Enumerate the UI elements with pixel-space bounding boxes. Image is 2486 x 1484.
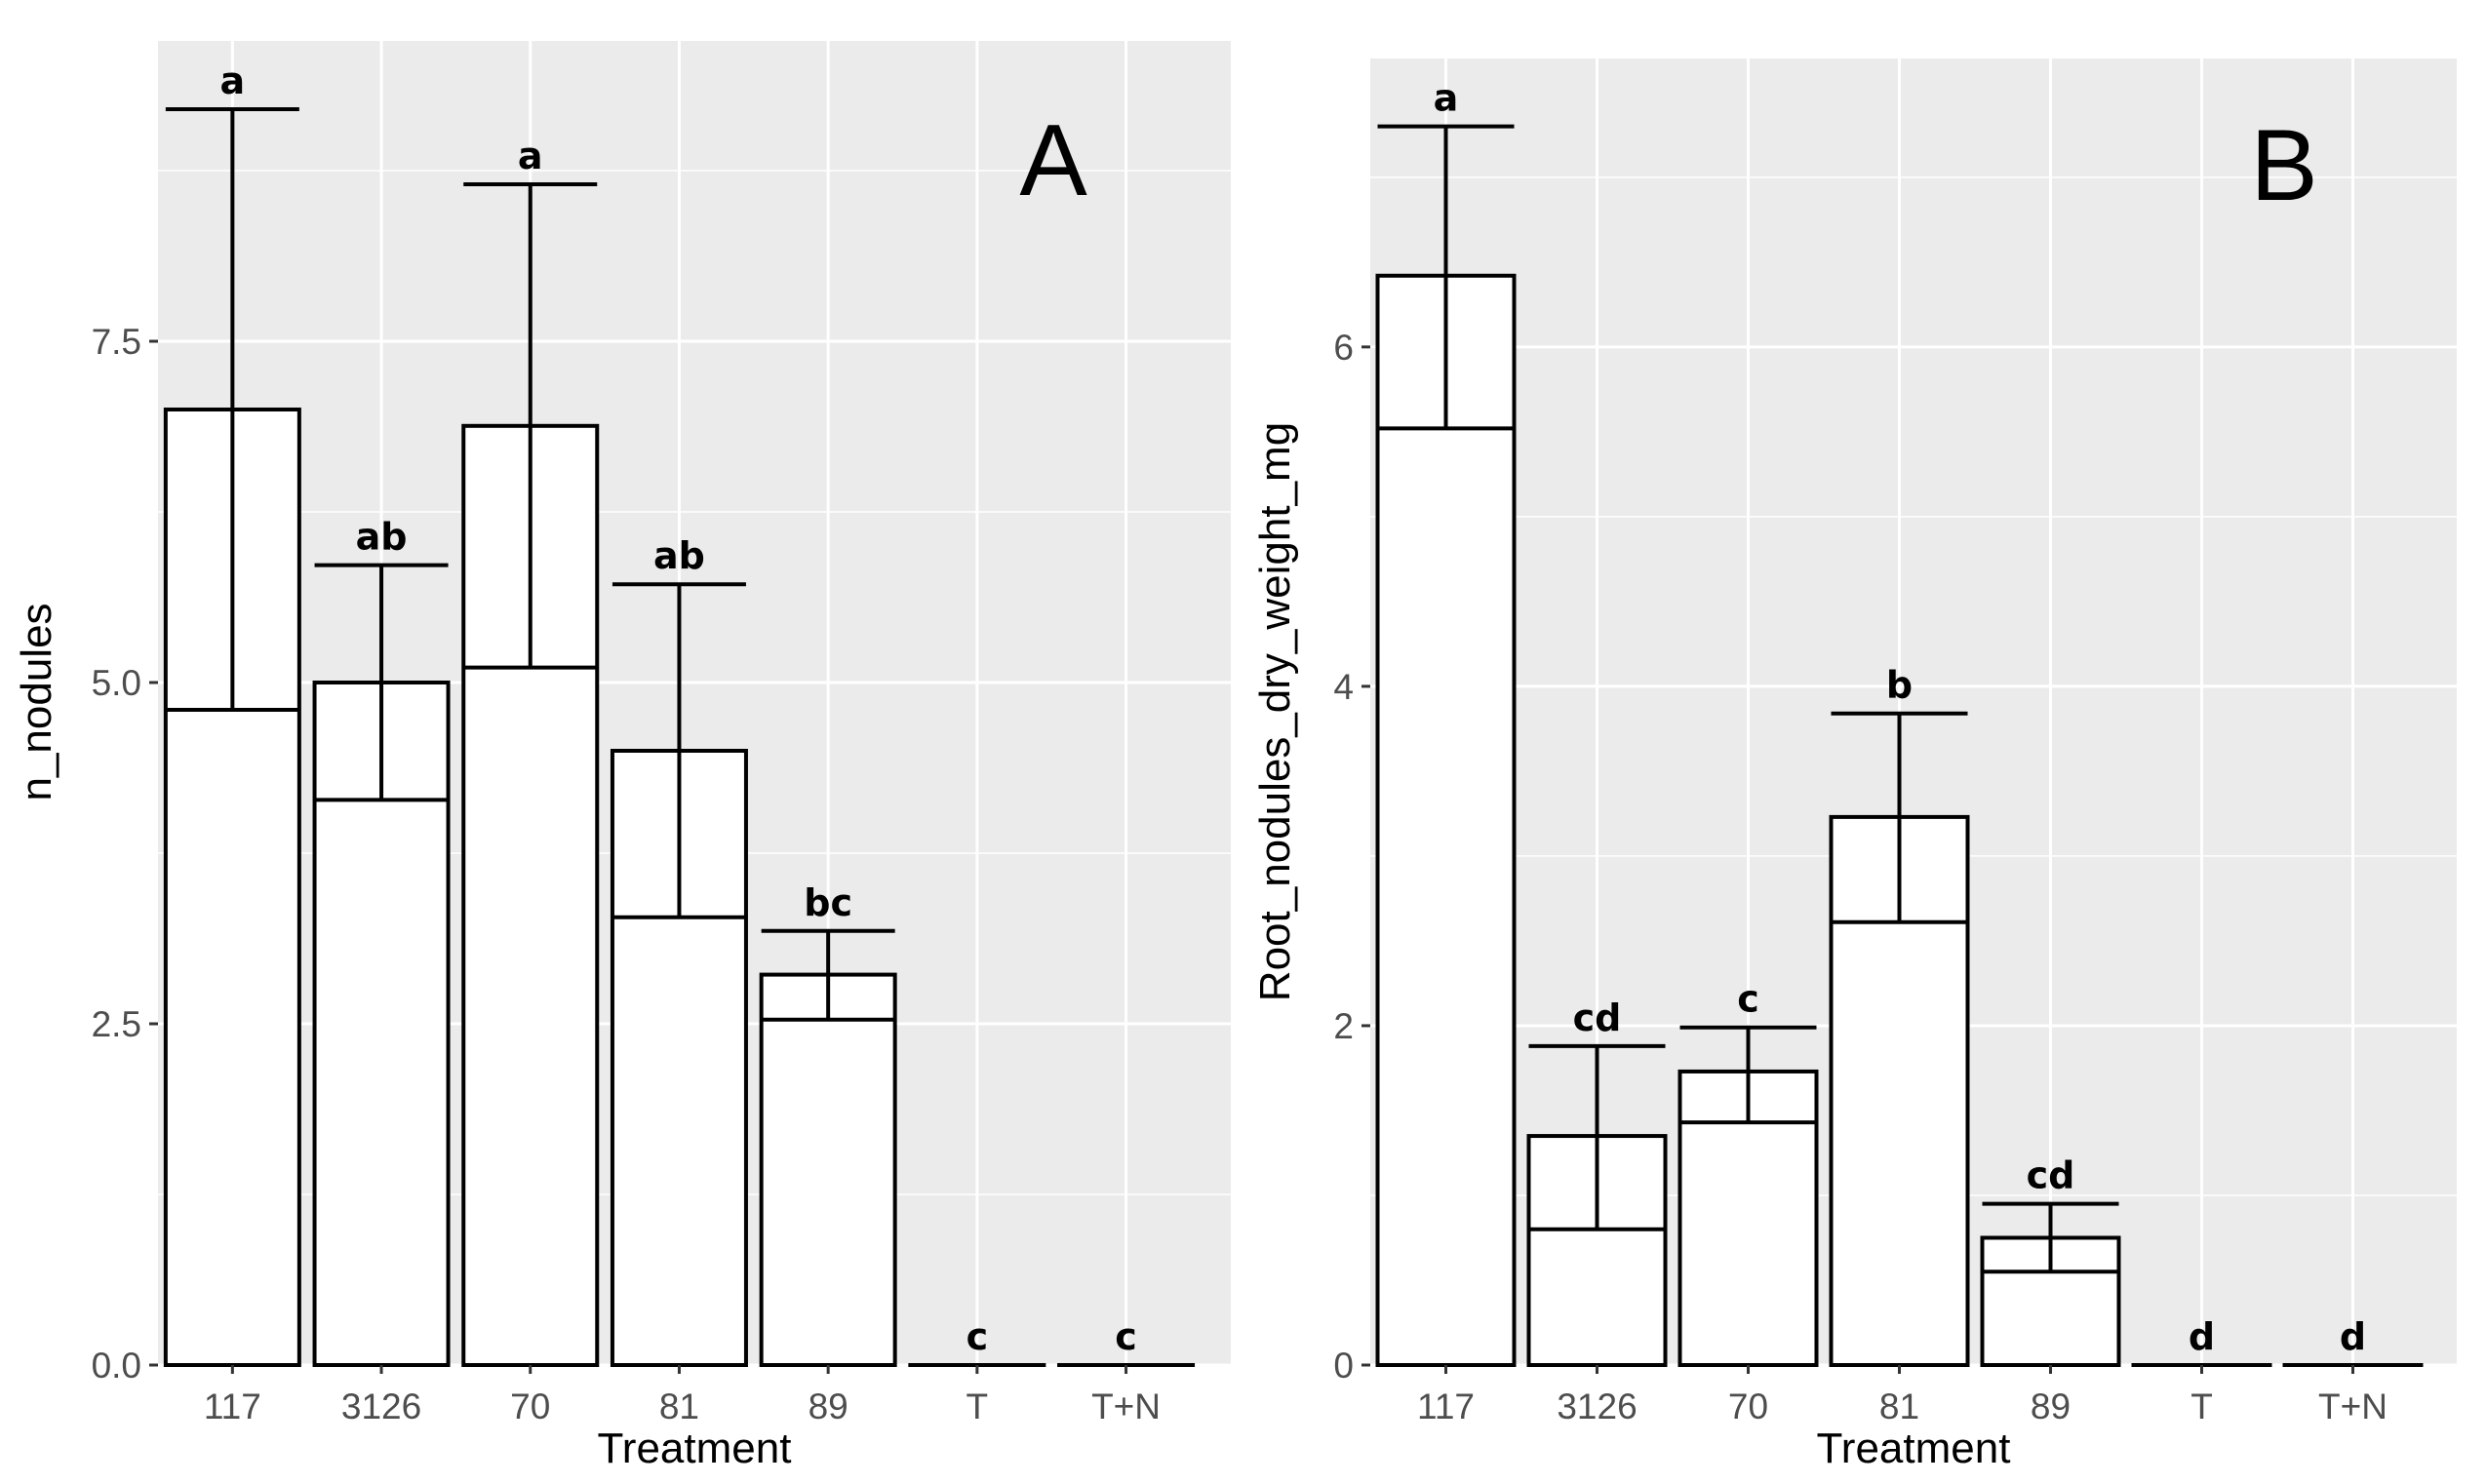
x-tick-label: 89 — [2031, 1386, 2071, 1426]
significance-label: d — [2340, 1315, 2366, 1358]
significance-label: a — [518, 135, 543, 177]
x-tick-label: 81 — [659, 1386, 699, 1426]
x-tick-label: T — [967, 1386, 989, 1426]
x-tick-label: T+N — [2318, 1386, 2387, 1426]
significance-label: c — [967, 1315, 989, 1358]
x-tick-label: T — [2190, 1386, 2213, 1426]
x-tick-label: 70 — [1728, 1386, 1768, 1426]
y-tick-label: 4 — [1333, 667, 1354, 707]
bar-117 — [1375, 273, 1517, 1367]
y-tick-label: 6 — [1333, 328, 1354, 368]
significance-label: b — [1886, 664, 1913, 707]
panel-letter: B — [2250, 109, 2317, 222]
x-axis-title: Treatment — [598, 1425, 792, 1472]
panel-B: a cd c b cd d d 0 2 4 6 117 3126 70 81 89 T T+N Treatment R… — [1251, 59, 2457, 1472]
significance-label: c — [1115, 1315, 1137, 1358]
significance-label: c — [1737, 978, 1759, 1021]
y-tick-label: 7.5 — [92, 322, 141, 362]
x-axis-title: Treatment — [1817, 1425, 2011, 1472]
x-tick-label: 3126 — [1557, 1386, 1637, 1426]
x-tick-label: 81 — [1879, 1386, 1919, 1426]
panel-A: a ab a ab bc c c 0.0 2.5 5.0 7.5 117 3126 70 81 89 T T+N T… — [13, 41, 1231, 1472]
x-tick-label: 70 — [510, 1386, 550, 1426]
y-tick-label: 5.0 — [92, 663, 141, 703]
y-tick-label: 2.5 — [92, 1004, 141, 1044]
y-tick-label: 0.0 — [92, 1346, 141, 1386]
significance-label: a — [220, 59, 246, 102]
bar-89 — [759, 972, 897, 1367]
x-tick-label: 117 — [204, 1386, 261, 1426]
x-tick-label: 89 — [809, 1386, 848, 1426]
significance-label: a — [1434, 77, 1459, 120]
significance-label: d — [2189, 1315, 2215, 1358]
x-tick-label: 117 — [1417, 1386, 1475, 1426]
y-tick-label: 2 — [1333, 1006, 1354, 1046]
panel-letter: A — [1019, 104, 1087, 217]
significance-label: cd — [2027, 1154, 2075, 1197]
significance-label: bc — [804, 881, 852, 924]
significance-label: ab — [653, 534, 705, 577]
bar-81 — [1829, 814, 1970, 1367]
x-tick-label: T+N — [1091, 1386, 1161, 1426]
y-axis-title: n_nodules — [13, 603, 60, 801]
y-tick-label: 0 — [1333, 1346, 1354, 1386]
significance-label: ab — [356, 516, 408, 559]
y-axis-title: Root_nodules_dry_weight_mg — [1251, 422, 1299, 1001]
significance-label: cd — [1573, 996, 1622, 1039]
x-tick-label: 3126 — [341, 1386, 421, 1426]
